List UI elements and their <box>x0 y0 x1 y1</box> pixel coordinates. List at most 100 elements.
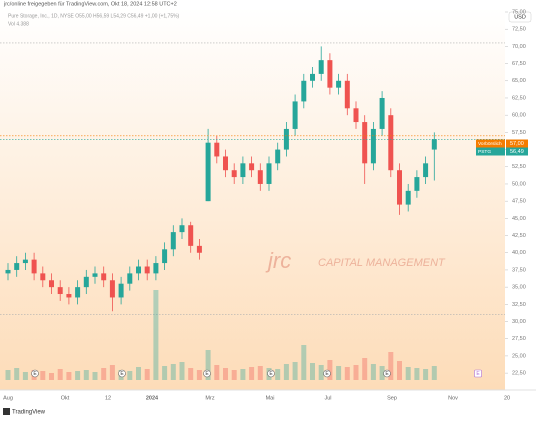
y-tick-label: 57,50 <box>512 130 526 136</box>
y-tick-label: 22,50 <box>512 371 526 377</box>
currency-box[interactable] <box>508 11 532 23</box>
event-label[interactable]: E <box>205 371 209 377</box>
candle-body <box>327 60 333 88</box>
event-marker[interactable] <box>474 369 482 378</box>
candle-body <box>144 266 150 274</box>
volume-bar <box>179 362 185 380</box>
symbol-line: Pure Storage, Inc., 1D, NYSE O55,00 H56,… <box>8 13 180 19</box>
candle-body <box>75 287 81 298</box>
x-tick-label: 20 <box>504 395 510 401</box>
volume-bar <box>75 371 81 380</box>
candle-body <box>275 149 281 164</box>
volume-bar <box>414 368 420 380</box>
volume-bar <box>405 367 411 380</box>
volume-bar <box>249 367 255 380</box>
candle-body <box>397 170 402 205</box>
candle-body <box>136 266 141 274</box>
candle-body <box>301 80 307 102</box>
volume-bar <box>162 366 168 380</box>
event-marker[interactable] <box>323 369 331 378</box>
candle-body <box>249 163 255 171</box>
candle-body <box>370 128 376 164</box>
currency[interactable]: USD <box>514 14 526 20</box>
candle-body <box>318 60 324 74</box>
candle-body <box>205 142 211 202</box>
event-marker[interactable] <box>267 369 275 378</box>
event-label[interactable]: E <box>33 371 37 377</box>
price-tag <box>476 139 505 148</box>
event-label[interactable]: E <box>269 371 273 377</box>
x-tick-label: Okt <box>61 395 70 401</box>
candle-body <box>379 97 385 129</box>
candle-body <box>162 249 168 264</box>
y-tick-label: 50,00 <box>512 181 526 187</box>
price-tag-name: Vorbörslich <box>478 141 502 147</box>
candle-body <box>423 163 429 178</box>
candle-body <box>223 156 228 171</box>
x-tick-label: Aug <box>3 395 13 401</box>
candle-body <box>83 276 89 288</box>
y-tick-label: 75,00 <box>512 9 526 15</box>
candle-body <box>231 170 237 178</box>
event-marker[interactable] <box>383 369 391 378</box>
y-tick-label: 40,00 <box>512 250 526 256</box>
volume-bar <box>57 369 63 380</box>
x-tick-label: 2024 <box>146 395 159 401</box>
volume-bar <box>101 368 107 380</box>
candle-body <box>188 225 194 246</box>
candle-body <box>240 163 246 178</box>
y-tick-label: 60,00 <box>512 113 526 119</box>
y-tick-label: 67,50 <box>512 61 526 67</box>
y-tick-label: 37,50 <box>512 267 526 273</box>
event-label[interactable]: E <box>476 371 480 377</box>
event-label[interactable]: E <box>120 371 124 377</box>
volume-bar <box>336 366 342 380</box>
event-label[interactable]: E <box>385 371 389 377</box>
header: jrc/online freigegeben für TradingView.c… <box>3 1 177 7</box>
candle-body <box>362 122 368 164</box>
volume-line: Vol 4.388 <box>8 21 29 27</box>
x-tick-label: Jul <box>324 395 331 401</box>
volume-bar <box>301 345 307 380</box>
candle-body <box>101 273 107 281</box>
volume-bar <box>170 364 176 380</box>
candle-body <box>353 108 359 123</box>
y-tick-label: 32,50 <box>512 302 526 308</box>
x-tick-label: Nov <box>448 395 458 401</box>
volume-bar <box>5 370 11 380</box>
candle-body <box>405 190 411 205</box>
candle-body <box>31 259 37 274</box>
candle-body <box>66 294 72 298</box>
candle-body <box>109 280 115 298</box>
volume-bar <box>136 367 141 380</box>
event-label[interactable]: E <box>325 371 329 377</box>
y-tick-label: 30,00 <box>512 319 526 325</box>
volume-bar <box>379 366 385 380</box>
candle-body <box>5 269 11 274</box>
candle-body <box>292 101 298 129</box>
plot-background <box>0 8 505 390</box>
candle-body <box>196 245 202 253</box>
volume-bar <box>388 352 394 380</box>
y-tick-label: 62,50 <box>512 95 526 101</box>
event-marker[interactable] <box>203 369 211 378</box>
volume-bar <box>423 369 429 380</box>
y-tick-label: 47,50 <box>512 199 526 205</box>
event-marker[interactable] <box>31 369 39 378</box>
volume-bar <box>327 360 333 380</box>
price-tag-value: 56,49 <box>510 149 524 155</box>
candle-body <box>92 273 98 277</box>
y-tick-label: 45,00 <box>512 216 526 222</box>
price-tag-name: PSTG <box>478 149 491 155</box>
x-tick-label: 12 <box>105 395 111 401</box>
candle-body <box>22 259 28 264</box>
volume-bar <box>205 350 211 380</box>
volume-bar <box>196 370 202 380</box>
price-scale <box>505 8 536 390</box>
volume-bar <box>431 366 437 380</box>
volume-bar <box>22 372 28 380</box>
event-marker[interactable] <box>118 369 126 378</box>
volume-bar <box>14 368 20 380</box>
volume-bar <box>275 369 281 380</box>
candle-body <box>170 232 176 250</box>
